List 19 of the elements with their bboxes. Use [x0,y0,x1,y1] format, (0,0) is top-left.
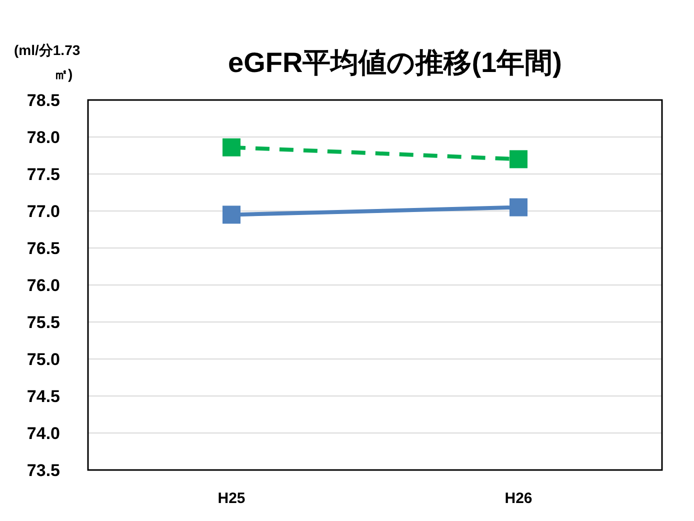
y-tick-label: 74.0 [26,424,60,443]
y-tick-label: 75.5 [26,313,60,332]
x-tick-label: H25 [218,490,246,507]
point [510,198,528,216]
point [510,150,528,168]
chart-title: eGFR平均値の推移(1年間) [228,47,562,78]
y-tick-label: 74.5 [26,387,60,406]
point [222,138,240,156]
y-tick-label: 78.5 [26,91,60,110]
x-tick-label: H26 [504,490,532,507]
y-tick-label: 73.5 [26,461,60,480]
point [222,206,240,224]
y-tick-label: 77.0 [26,202,60,221]
y-tick-label: 76.5 [26,239,60,258]
y-tick-label: 75.0 [26,350,60,369]
y-tick-label: 77.5 [26,165,60,184]
y-tick-label: 76.0 [26,276,60,295]
y-axis-title: (ml/分1.73㎡) [14,42,80,82]
y-tick-label: 78.0 [26,128,60,147]
